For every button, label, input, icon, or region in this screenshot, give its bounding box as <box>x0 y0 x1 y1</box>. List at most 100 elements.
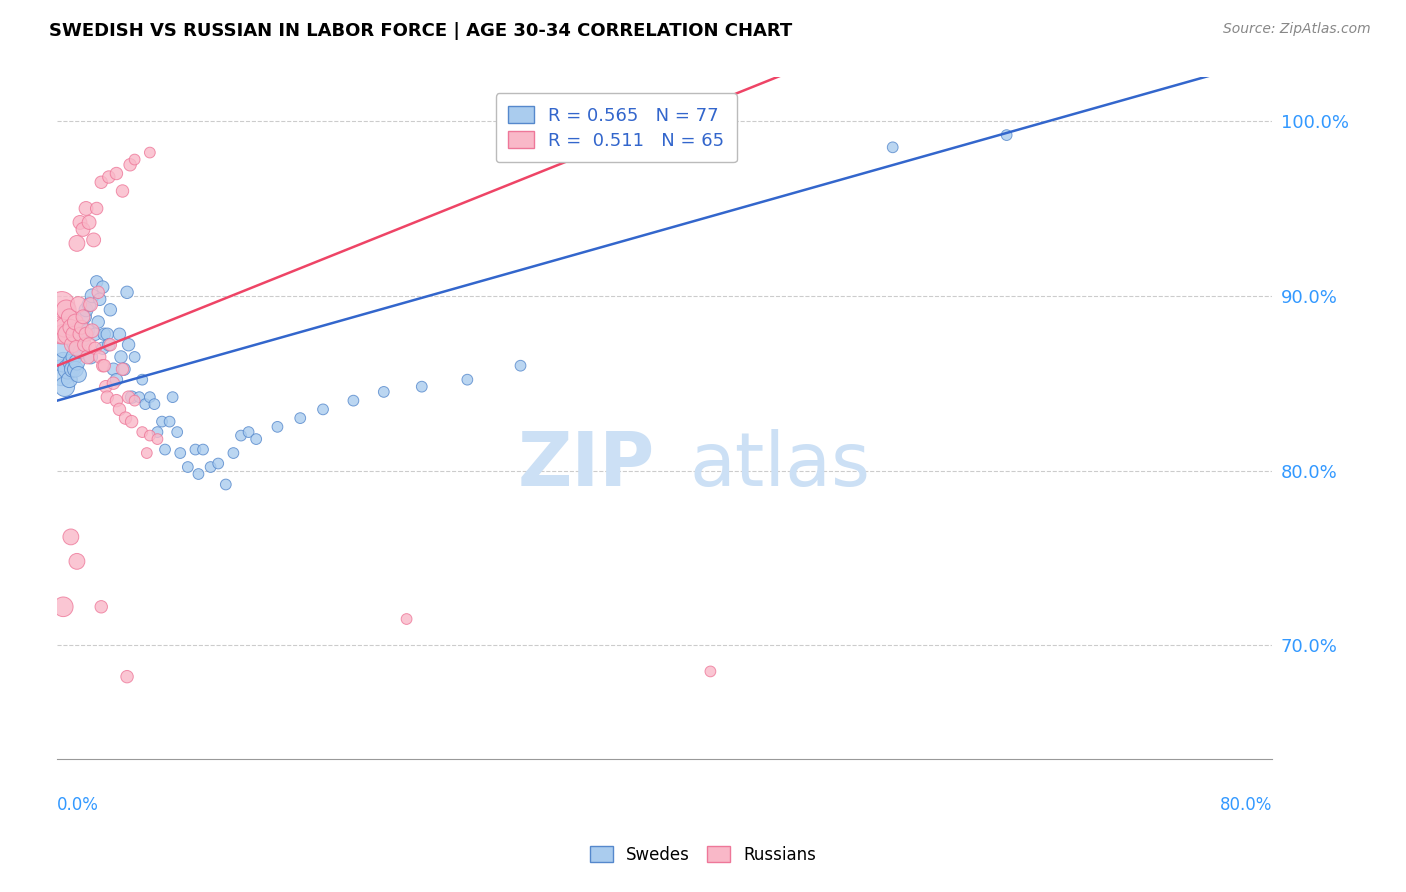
Point <box>108 402 131 417</box>
Point <box>187 467 209 481</box>
Point <box>146 432 169 446</box>
Point <box>76 324 98 338</box>
Point <box>111 362 134 376</box>
Point <box>191 442 214 457</box>
Point <box>146 425 169 439</box>
Point <box>103 362 125 376</box>
Point <box>49 324 72 338</box>
Point <box>56 327 79 342</box>
Point <box>69 327 91 342</box>
Point <box>77 337 100 351</box>
Point <box>63 350 86 364</box>
Point <box>67 368 90 382</box>
Point <box>373 384 395 399</box>
Point <box>76 350 98 364</box>
Point <box>117 390 139 404</box>
Point <box>124 153 146 167</box>
Point <box>66 554 89 568</box>
Point <box>114 411 136 425</box>
Text: ZIP: ZIP <box>517 429 654 502</box>
Point <box>312 402 335 417</box>
Point <box>58 310 80 324</box>
Point <box>124 393 146 408</box>
Point <box>91 359 114 373</box>
Text: Source: ZipAtlas.com: Source: ZipAtlas.com <box>1223 22 1371 37</box>
Point <box>59 530 82 544</box>
Point <box>124 350 146 364</box>
Point <box>882 140 904 154</box>
Point <box>995 128 1018 142</box>
Point <box>290 411 312 425</box>
Point <box>229 428 252 442</box>
Point <box>97 169 120 184</box>
Point <box>87 285 110 300</box>
Point <box>65 315 87 329</box>
Point <box>97 337 120 351</box>
Point <box>59 320 82 334</box>
Point <box>72 310 94 324</box>
Point <box>98 302 121 317</box>
Point <box>52 327 75 342</box>
Point <box>70 320 93 334</box>
Point <box>86 202 108 216</box>
Point <box>79 297 101 311</box>
Point <box>66 236 89 251</box>
Point <box>143 397 166 411</box>
Point <box>83 233 105 247</box>
Point <box>342 393 364 408</box>
Point <box>53 320 76 334</box>
Point <box>63 327 86 342</box>
Point <box>60 337 83 351</box>
Point <box>73 337 96 351</box>
Point <box>108 327 131 342</box>
Point <box>66 341 89 355</box>
Point <box>65 337 87 351</box>
Point <box>69 344 91 359</box>
Point <box>135 446 157 460</box>
Point <box>52 599 75 614</box>
Point <box>60 333 83 347</box>
Point <box>69 215 91 229</box>
Point <box>86 275 108 289</box>
Point <box>59 355 82 369</box>
Text: SWEDISH VS RUSSIAN IN LABOR FORCE | AGE 30-34 CORRELATION CHART: SWEDISH VS RUSSIAN IN LABOR FORCE | AGE … <box>49 22 793 40</box>
Point <box>245 432 267 446</box>
Text: 0.0%: 0.0% <box>58 797 98 814</box>
Point <box>162 390 184 404</box>
Point <box>111 184 134 198</box>
Point <box>131 373 153 387</box>
Point <box>105 393 128 408</box>
Point <box>139 145 162 160</box>
Point <box>117 337 139 351</box>
Text: atlas: atlas <box>690 429 870 502</box>
Point <box>509 359 531 373</box>
Point <box>177 460 200 475</box>
Point <box>75 202 97 216</box>
Point <box>238 425 260 439</box>
Point <box>115 670 138 684</box>
Legend: R = 0.565   N = 77, R =  0.511   N = 65: R = 0.565 N = 77, R = 0.511 N = 65 <box>496 94 737 162</box>
Point <box>93 327 115 342</box>
Point <box>184 442 207 457</box>
Point <box>77 215 100 229</box>
Point <box>75 327 97 342</box>
Point <box>79 350 101 364</box>
Point <box>115 285 138 300</box>
Point <box>60 362 83 376</box>
Point <box>166 425 188 439</box>
Point <box>456 373 478 387</box>
Point <box>200 460 222 475</box>
Point <box>72 222 94 236</box>
Point <box>131 425 153 439</box>
Point <box>58 373 80 387</box>
Point <box>93 359 115 373</box>
Point <box>120 158 142 172</box>
Point <box>91 341 114 355</box>
Point <box>77 297 100 311</box>
Point <box>266 420 288 434</box>
Point <box>55 327 77 342</box>
Point <box>53 379 76 393</box>
Point <box>96 327 118 342</box>
Point <box>153 442 176 457</box>
Point <box>84 341 107 355</box>
